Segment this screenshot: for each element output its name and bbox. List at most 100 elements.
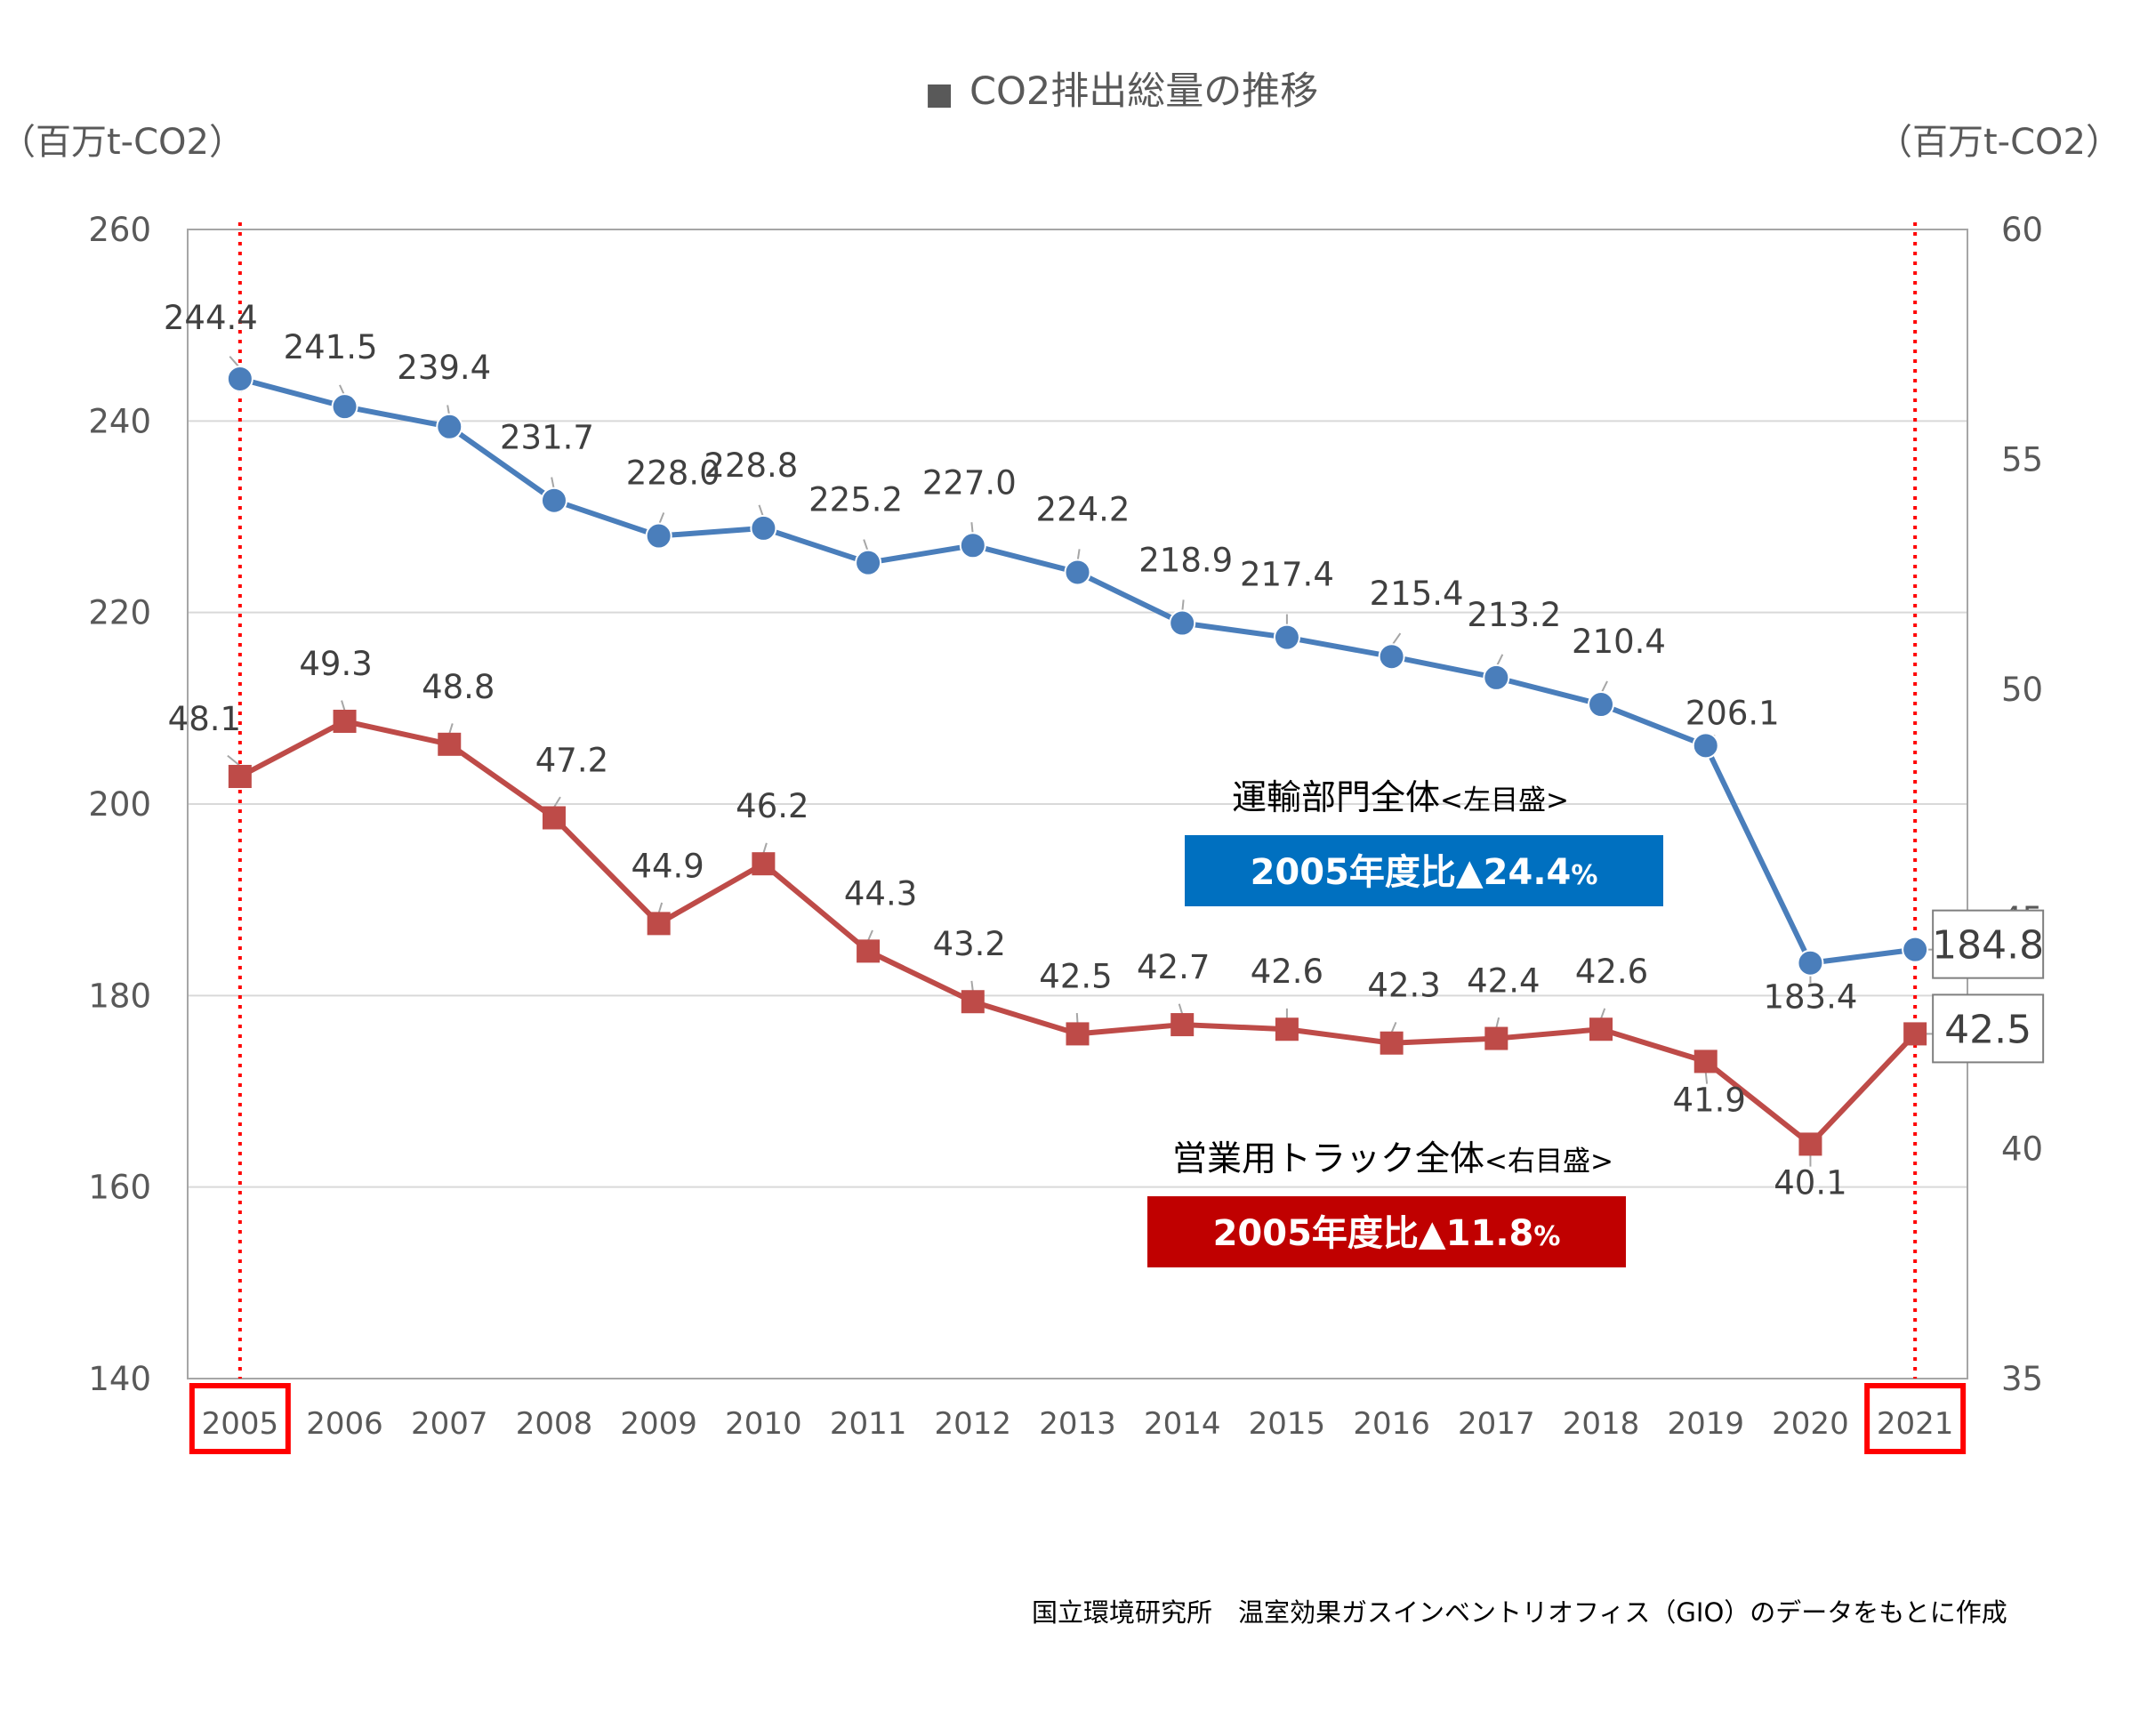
x-tick-label: 2017 bbox=[1458, 1406, 1535, 1442]
series-1-data-label: 44.9 bbox=[631, 847, 704, 885]
right-y-tick-label: 60 bbox=[2001, 211, 2043, 249]
series-1-leader bbox=[657, 902, 664, 913]
series-1-data-label: 42.5 bbox=[1944, 1007, 2031, 1052]
series-1-data-label: 49.3 bbox=[299, 645, 372, 683]
annotation-transport-ratio: 2005年度比▲24.4 bbox=[1251, 852, 1572, 893]
annotation-truck-axis-note: <右目盛> bbox=[1484, 1146, 1613, 1178]
series-0-data-label: 225.2 bbox=[808, 481, 903, 519]
series-1-leader bbox=[1704, 1072, 1709, 1084]
series-1-data-label: 40.1 bbox=[1774, 1163, 1846, 1202]
series-0-point bbox=[1797, 949, 1824, 977]
series-1-last-value-box bbox=[1932, 993, 2045, 1064]
series-1-leader bbox=[1075, 1012, 1079, 1024]
annotation-truck-title: 営業用トラック全体<右目盛> bbox=[1172, 1139, 1613, 1179]
annotation-transport-name: 運輸部門全体 bbox=[1232, 778, 1440, 818]
series-1-point bbox=[333, 709, 357, 733]
series-1-data-label: 42.6 bbox=[1575, 953, 1648, 991]
series-1-leader bbox=[1495, 1017, 1500, 1028]
series-1-leader bbox=[1390, 1021, 1397, 1033]
series-1-leader bbox=[341, 700, 346, 712]
series-1-point bbox=[1589, 1017, 1613, 1041]
left-axis-unit-label: （百万t-CO2） bbox=[0, 122, 245, 163]
series-markers bbox=[226, 365, 1929, 1156]
series-0-point bbox=[540, 487, 567, 514]
annotation-truck-ratio: 2005年度比▲11.8 bbox=[1213, 1213, 1534, 1254]
series-0-data-label: 215.4 bbox=[1370, 575, 1464, 613]
source-note: 国立環境研究所 温室効果ガスインベントリオフィス（GIO）のデータをもとに作成 bbox=[1032, 1597, 2007, 1628]
annotation-transport-box bbox=[1185, 835, 1663, 906]
annotation-transport-pct: % bbox=[1571, 860, 1597, 891]
series-1-point bbox=[1798, 1132, 1822, 1156]
series-1-point bbox=[961, 990, 985, 1014]
x-tick-label: 2015 bbox=[1249, 1406, 1326, 1442]
plot-area-border bbox=[187, 229, 1968, 1379]
series-1-data-label: 42.3 bbox=[1367, 967, 1440, 1005]
series-1-point bbox=[438, 732, 462, 756]
chart-title-marker: ■ bbox=[925, 76, 953, 112]
series-line-1 bbox=[238, 718, 1918, 1147]
series-0-data-label: 239.4 bbox=[397, 349, 491, 387]
x-tick-label: 2005 bbox=[202, 1406, 279, 1442]
series-0-data-label: 210.4 bbox=[1572, 623, 1666, 661]
right-y-axis: 354045505560 bbox=[2001, 211, 2043, 1398]
series-1-leader bbox=[1600, 1008, 1606, 1019]
series-0-data-label: 218.9 bbox=[1138, 542, 1233, 580]
series-1-data-label: 48.8 bbox=[422, 668, 495, 706]
series-0-point bbox=[645, 522, 672, 550]
series-0-point bbox=[1588, 691, 1615, 719]
highlight-box-2005 bbox=[189, 1383, 291, 1454]
series-1-data-label: 43.2 bbox=[933, 925, 1006, 963]
series-0-point bbox=[1273, 623, 1300, 651]
annotation-transport-title: 運輸部門全体<左目盛> bbox=[1232, 778, 1569, 818]
left-y-tick-label: 240 bbox=[88, 402, 151, 440]
series-1-point bbox=[228, 764, 252, 788]
x-tick-label: 2016 bbox=[1353, 1406, 1430, 1442]
series-1-point bbox=[1484, 1026, 1508, 1050]
series-0-data-label: 228.8 bbox=[704, 446, 798, 485]
left-y-tick-label: 220 bbox=[88, 594, 151, 632]
series-1-leader bbox=[762, 842, 768, 854]
series-0-data-label: 228.0 bbox=[626, 454, 720, 493]
series-0-point bbox=[1902, 936, 1929, 963]
series-0-point bbox=[331, 393, 358, 421]
series-1-point bbox=[542, 806, 566, 830]
series-1-data-label: 46.2 bbox=[736, 787, 808, 825]
left-y-tick-label: 160 bbox=[88, 1169, 151, 1207]
series-0-point bbox=[436, 413, 463, 440]
annotation-truck-box bbox=[1147, 1196, 1626, 1267]
annotation-transport-box-text: 2005年度比▲24.4% bbox=[1251, 852, 1598, 893]
series-1-leader bbox=[1178, 1003, 1184, 1015]
highlight-box-2021 bbox=[1864, 1383, 1967, 1454]
left-y-axis: 140 160 180 200 220 240 260 bbox=[88, 211, 151, 1398]
series-0-data-label: 244.4 bbox=[164, 299, 258, 337]
x-tick-label: 2018 bbox=[1563, 1406, 1640, 1442]
right-axis-unit-label: （百万t-CO2） bbox=[1877, 122, 2121, 163]
series-0-data-label: 231.7 bbox=[500, 419, 594, 457]
chart-title: CO2排出総量の推移 bbox=[969, 69, 1318, 114]
series-0-point bbox=[750, 514, 777, 542]
right-y-tick-label: 55 bbox=[2001, 440, 2043, 479]
left-y-tick-label: 140 bbox=[88, 1360, 151, 1398]
series-1-point bbox=[1693, 1050, 1718, 1074]
series-0-point bbox=[1692, 732, 1719, 760]
series-0-point bbox=[1483, 663, 1510, 691]
left-y-tick-label: 200 bbox=[88, 785, 151, 824]
series-1-leader bbox=[448, 723, 454, 735]
series-1-data-label: 48.1 bbox=[168, 700, 241, 738]
plot-frame bbox=[187, 229, 1968, 1379]
x-tick-label: 2012 bbox=[935, 1406, 1012, 1442]
x-tick-label: 2011 bbox=[830, 1406, 907, 1442]
series-1-data-label: 42.6 bbox=[1251, 953, 1323, 991]
x-tick-label: 2007 bbox=[411, 1406, 488, 1442]
series-0-point bbox=[855, 549, 882, 576]
x-tick-label: 2013 bbox=[1039, 1406, 1116, 1442]
year-highlights bbox=[189, 222, 1967, 1454]
series-1-point bbox=[857, 939, 881, 963]
series-0-point bbox=[959, 532, 986, 559]
series-0-point bbox=[226, 365, 253, 392]
annotation-truck-name: 営業用トラック全体 bbox=[1172, 1139, 1484, 1179]
series-1-point bbox=[752, 852, 776, 876]
series-1-leader bbox=[867, 929, 873, 941]
